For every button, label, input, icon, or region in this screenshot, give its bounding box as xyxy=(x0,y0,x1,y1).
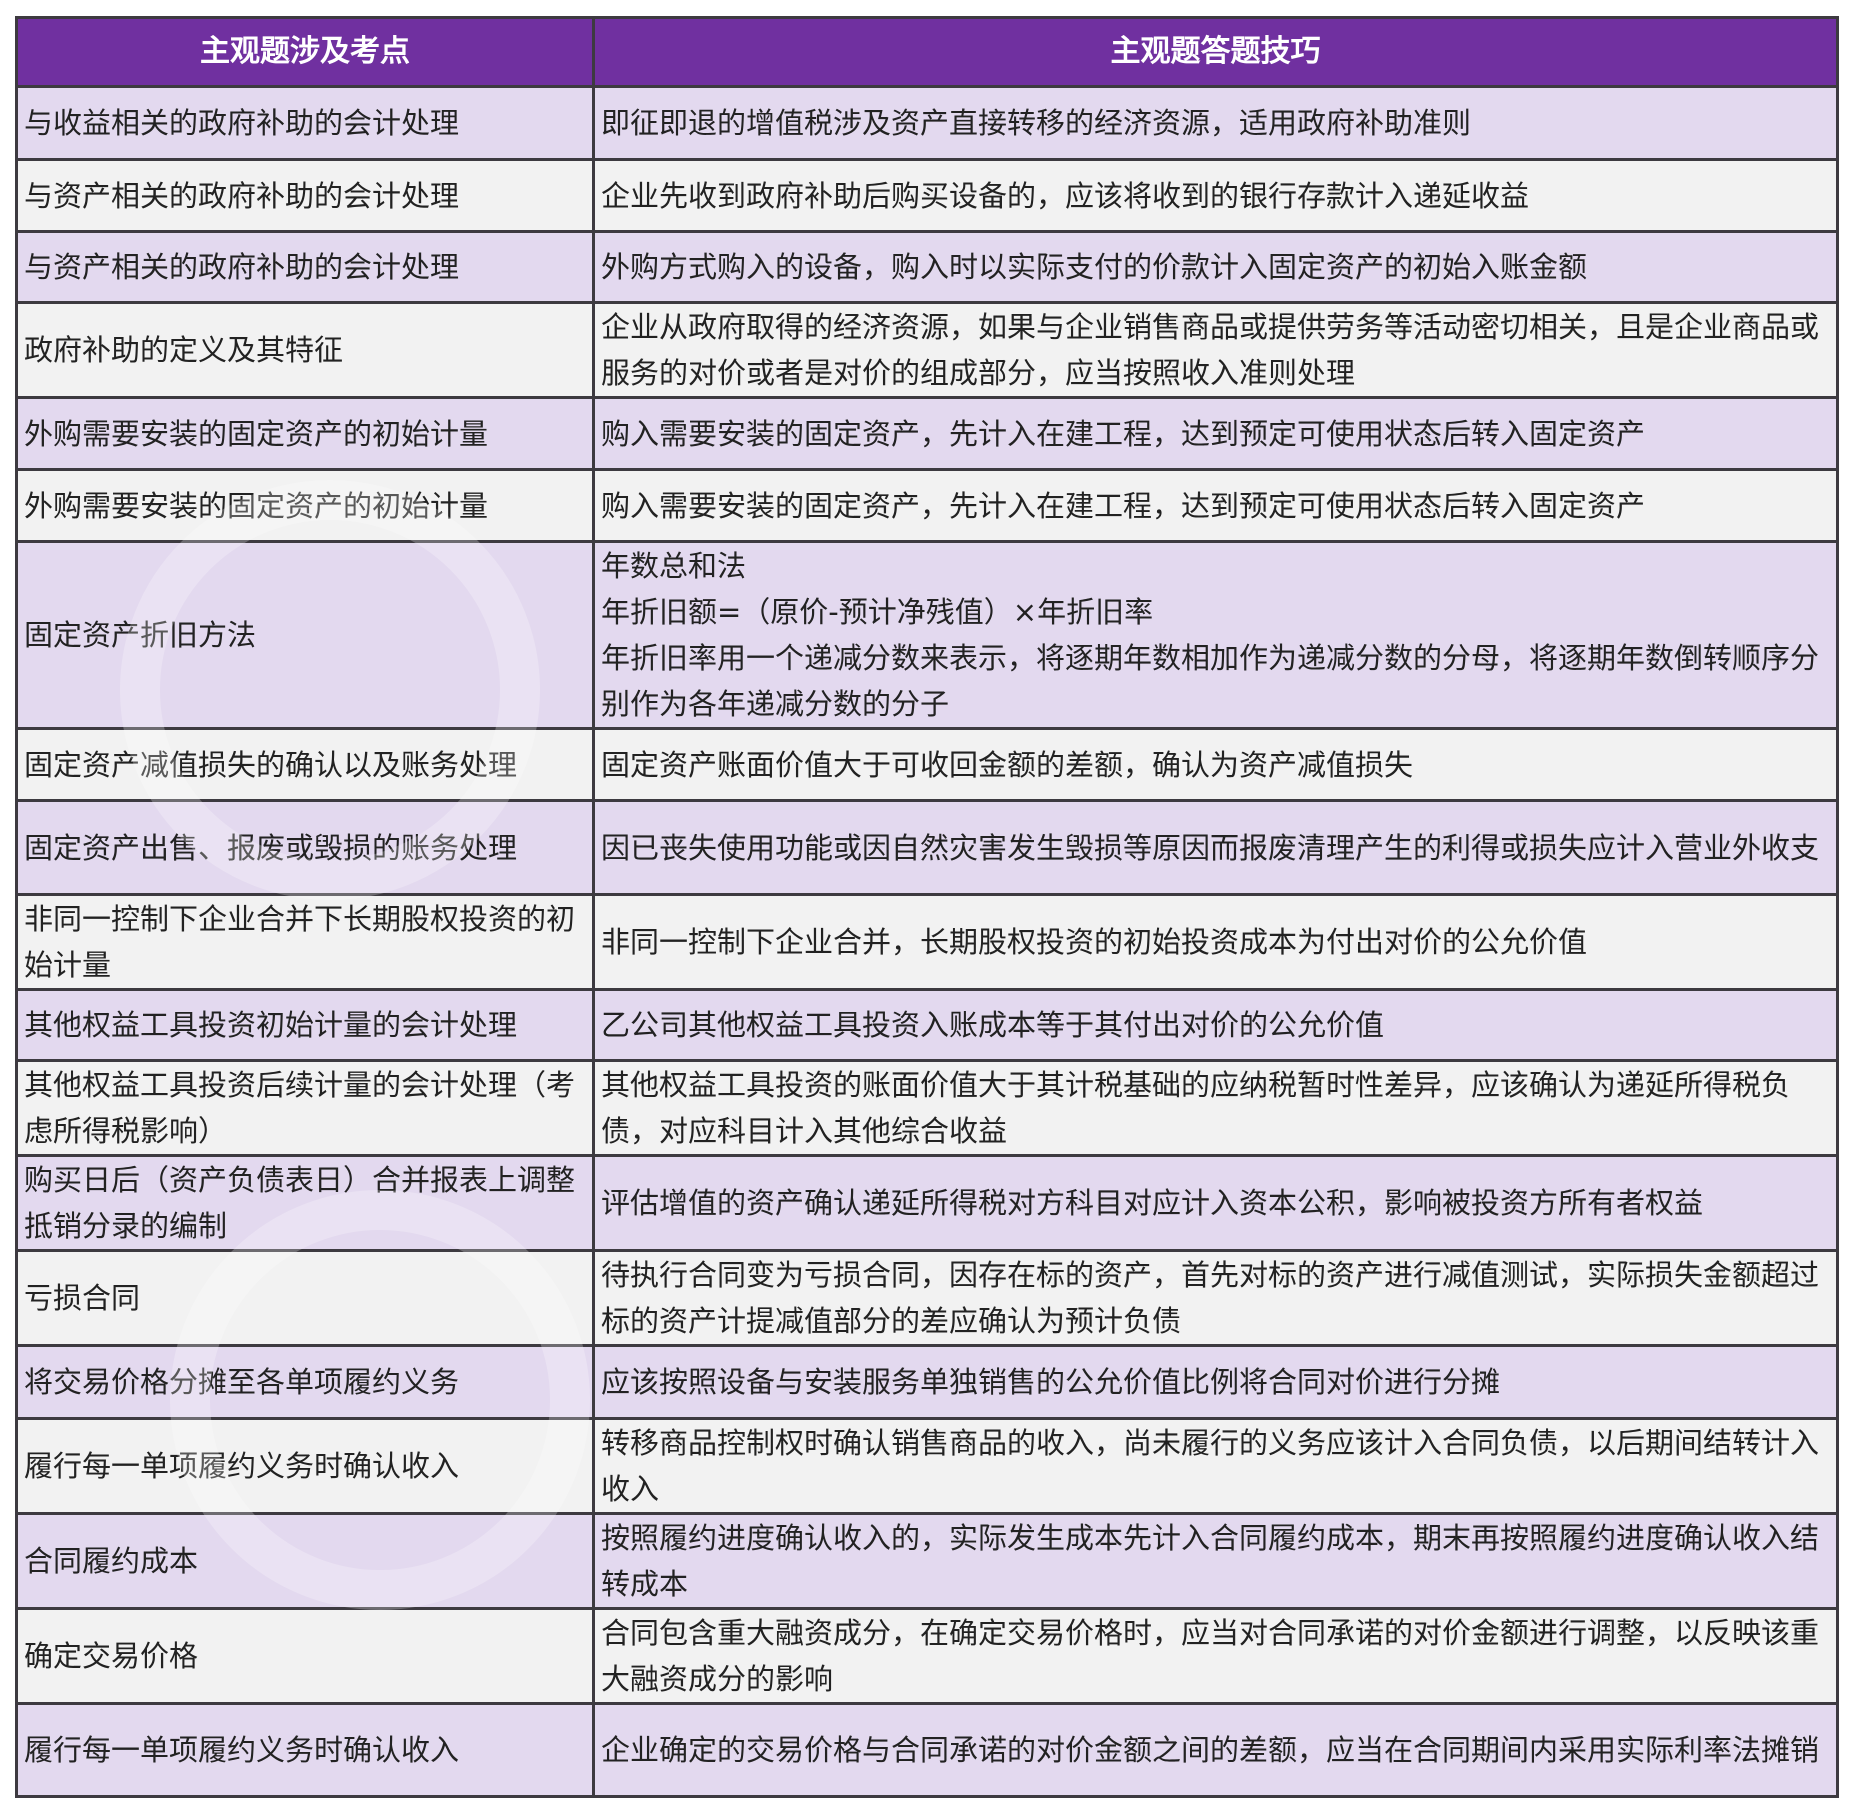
tip-paragraph: 转移商品控制权时确认销售商品的收入，尚未履行的义务应该计入合同负债，以后期间结转… xyxy=(601,1426,1820,1506)
exam-tips-table: 主观题涉及考点 主观题答题技巧 与收益相关的政府补助的会计处理 即征即退的增值税涉… xyxy=(15,16,1839,1798)
tip-cell: 因已丧失使用功能或因自然灾害发生毁损等原因而报废清理产生的利得或损失应计入营业外… xyxy=(592,799,1839,896)
table-row: 与资产相关的政府补助的会计处理 外购方式购入的设备，购入时以实际支付的价款计入固定… xyxy=(15,230,1839,304)
tip-paragraph: 即征即退的增值税涉及资产直接转移的经济资源，适用政府补助准则 xyxy=(601,106,1472,140)
table-row: 与收益相关的政府补助的会计处理 即征即退的增值税涉及资产直接转移的经济资源，适用政… xyxy=(15,85,1839,161)
topic-cell: 其他权益工具投资后续计量的会计处理（考虑所得税影响） xyxy=(15,1059,595,1157)
table-row: 亏损合同 待执行合同变为亏损合同，因存在标的资产，首先对标的资产进行减值测试，实际… xyxy=(15,1249,1839,1347)
tip-paragraph: 按照履约进度确认收入的，实际发生成本先计入合同履约成本，期末再按照履约进度确认收… xyxy=(601,1521,1820,1601)
tip-cell: 企业确定的交易价格与合同承诺的对价金额之间的差额，应当在合同期间内采用实际利率法… xyxy=(592,1702,1839,1798)
tip-cell: 转移商品控制权时确认销售商品的收入，尚未履行的义务应该计入合同负债，以后期间结转… xyxy=(592,1417,1839,1515)
tip-paragraph: 固定资产账面价值大于可收回金额的差额，确认为资产减值损失 xyxy=(601,747,1414,782)
tip-paragraph: 购入需要安装的固定资产，先计入在建工程，达到预定可使用状态后转入固定资产 xyxy=(601,488,1646,523)
topic-cell: 其他权益工具投资初始计量的会计处理 xyxy=(15,988,595,1062)
topic-cell: 与收益相关的政府补助的会计处理 xyxy=(15,85,595,161)
topic-cell: 亏损合同 xyxy=(15,1249,595,1347)
tip-cell: 购入需要安装的固定资产，先计入在建工程，达到预定可使用状态后转入固定资产 xyxy=(592,468,1839,543)
topic-cell: 非同一控制下企业合并下长期股权投资的初始计量 xyxy=(15,893,595,991)
topic-cell: 外购需要安装的固定资产的初始计量 xyxy=(15,396,595,471)
table-row: 确定交易价格 合同包含重大融资成分，在确定交易价格时，应当对合同承诺的对价金额进行… xyxy=(15,1607,1839,1705)
tip-cell: 年数总和法年折旧额=（原价-预计净残值）×年折旧率年折旧率用一个递减分数来表示，… xyxy=(592,540,1839,730)
table-row: 固定资产减值损失的确认以及账务处理 固定资产账面价值大于可收回金额的差额，确认为资… xyxy=(15,727,1839,802)
table-row: 外购需要安装的固定资产的初始计量 购入需要安装的固定资产，先计入在建工程，达到预定… xyxy=(15,396,1839,471)
tip-cell: 企业从政府取得的经济资源，如果与企业销售商品或提供劳务等活动密切相关，且是企业商… xyxy=(592,301,1839,399)
table-row: 购买日后（资产负债表日）合并报表上调整抵销分录的编制 评估增值的资产确认递延所得税… xyxy=(15,1154,1839,1252)
tip-cell: 非同一控制下企业合并，长期股权投资的初始投资成本为付出对价的公允价值 xyxy=(592,893,1839,991)
tip-paragraph: 企业从政府取得的经济资源，如果与企业销售商品或提供劳务等活动密切相关，且是企业商… xyxy=(601,310,1820,390)
table-row: 其他权益工具投资初始计量的会计处理 乙公司其他权益工具投资入账成本等于其付出对价的… xyxy=(15,988,1839,1062)
topic-cell: 固定资产减值损失的确认以及账务处理 xyxy=(15,727,595,802)
tip-cell: 固定资产账面价值大于可收回金额的差额，确认为资产减值损失 xyxy=(592,727,1839,802)
tip-cell: 按照履约进度确认收入的，实际发生成本先计入合同履约成本，期末再按照履约进度确认收… xyxy=(592,1512,1839,1610)
tip-paragraph: 年折旧率用一个递减分数来表示，将逐期年数相加作为递减分数的分母，将逐期年数倒转顺… xyxy=(601,641,1820,721)
table-row: 履行每一单项履约义务时确认收入 转移商品控制权时确认销售商品的收入，尚未履行的义务… xyxy=(15,1417,1839,1515)
tip-paragraph: 待执行合同变为亏损合同，因存在标的资产，首先对标的资产进行减值测试，实际损失金额… xyxy=(601,1258,1820,1338)
tip-paragraph: 企业先收到政府补助后购买设备的，应该将收到的银行存款计入递延收益 xyxy=(601,178,1530,213)
table-row: 合同履约成本 按照履约进度确认收入的，实际发生成本先计入合同履约成本，期末再按照履… xyxy=(15,1512,1839,1610)
table-row: 非同一控制下企业合并下长期股权投资的初始计量 非同一控制下企业合并，长期股权投资的… xyxy=(15,893,1839,991)
tip-cell: 合同包含重大融资成分，在确定交易价格时，应当对合同承诺的对价金额进行调整，以反映… xyxy=(592,1607,1839,1705)
tip-paragraph: 应该按照设备与安装服务单独销售的公允价值比例将合同对价进行分摊 xyxy=(601,1365,1501,1399)
topic-cell: 与资产相关的政府补助的会计处理 xyxy=(15,230,595,304)
table-row: 履行每一单项履约义务时确认收入 企业确定的交易价格与合同承诺的对价金额之间的差额，… xyxy=(15,1702,1839,1798)
tip-paragraph: 外购方式购入的设备，购入时以实际支付的价款计入固定资产的初始入账金额 xyxy=(601,250,1588,284)
tip-cell: 待执行合同变为亏损合同，因存在标的资产，首先对标的资产进行减值测试，实际损失金额… xyxy=(592,1249,1839,1347)
tip-paragraph: 购入需要安装的固定资产，先计入在建工程，达到预定可使用状态后转入固定资产 xyxy=(601,416,1646,451)
topic-cell: 外购需要安装的固定资产的初始计量 xyxy=(15,468,595,543)
table-row: 将交易价格分摊至各单项履约义务 应该按照设备与安装服务单独销售的公允价值比例将合同… xyxy=(15,1344,1839,1420)
topic-cell: 履行每一单项履约义务时确认收入 xyxy=(15,1417,595,1515)
tip-cell: 应该按照设备与安装服务单独销售的公允价值比例将合同对价进行分摊 xyxy=(592,1344,1839,1420)
tip-paragraph: 乙公司其他权益工具投资入账成本等于其付出对价的公允价值 xyxy=(601,1008,1385,1042)
table-body: 与收益相关的政府补助的会计处理 即征即退的增值税涉及资产直接转移的经济资源，适用政… xyxy=(15,85,1839,1798)
table-row: 固定资产出售、报废或毁损的账务处理 因已丧失使用功能或因自然灾害发生毁损等原因而报… xyxy=(15,799,1839,896)
topic-cell: 确定交易价格 xyxy=(15,1607,595,1705)
table-row: 与资产相关的政府补助的会计处理 企业先收到政府补助后购买设备的，应该将收到的银行存… xyxy=(15,158,1839,233)
topic-cell: 将交易价格分摊至各单项履约义务 xyxy=(15,1344,595,1420)
tip-paragraph: 非同一控制下企业合并，长期股权投资的初始投资成本为付出对价的公允价值 xyxy=(601,925,1588,959)
tip-cell: 企业先收到政府补助后购买设备的，应该将收到的银行存款计入递延收益 xyxy=(592,158,1839,233)
tip-paragraph: 评估增值的资产确认递延所得税对方科目对应计入资本公积，影响被投资方所有者权益 xyxy=(601,1186,1704,1220)
table-header-row: 主观题涉及考点 主观题答题技巧 xyxy=(15,16,1839,88)
topic-cell: 与资产相关的政府补助的会计处理 xyxy=(15,158,595,233)
topic-cell: 合同履约成本 xyxy=(15,1512,595,1610)
table-row: 政府补助的定义及其特征 企业从政府取得的经济资源，如果与企业销售商品或提供劳务等活… xyxy=(15,301,1839,399)
topic-cell: 购买日后（资产负债表日）合并报表上调整抵销分录的编制 xyxy=(15,1154,595,1252)
table-row: 外购需要安装的固定资产的初始计量 购入需要安装的固定资产，先计入在建工程，达到预定… xyxy=(15,468,1839,543)
topic-cell: 固定资产出售、报废或毁损的账务处理 xyxy=(15,799,595,896)
table-row: 固定资产折旧方法 年数总和法年折旧额=（原价-预计净残值）×年折旧率年折旧率用一个… xyxy=(15,540,1839,730)
tip-paragraph: 合同包含重大融资成分，在确定交易价格时，应当对合同承诺的对价金额进行调整，以反映… xyxy=(601,1616,1820,1696)
topic-cell: 政府补助的定义及其特征 xyxy=(15,301,595,399)
tip-cell: 评估增值的资产确认递延所得税对方科目对应计入资本公积，影响被投资方所有者权益 xyxy=(592,1154,1839,1252)
tip-paragraph: 年数总和法 xyxy=(601,549,747,583)
tip-cell: 即征即退的增值税涉及资产直接转移的经济资源，适用政府补助准则 xyxy=(592,85,1839,161)
tip-paragraph: 企业确定的交易价格与合同承诺的对价金额之间的差额，应当在合同期间内采用实际利率法… xyxy=(601,1733,1820,1767)
header-topic: 主观题涉及考点 xyxy=(15,16,595,88)
topic-cell: 履行每一单项履约义务时确认收入 xyxy=(15,1702,595,1798)
tip-cell: 乙公司其他权益工具投资入账成本等于其付出对价的公允价值 xyxy=(592,988,1839,1062)
tip-paragraph: 年折旧额=（原价-预计净残值）×年折旧率 xyxy=(601,595,1154,629)
topic-cell: 固定资产折旧方法 xyxy=(15,540,595,730)
header-tips: 主观题答题技巧 xyxy=(592,16,1839,88)
tip-cell: 外购方式购入的设备，购入时以实际支付的价款计入固定资产的初始入账金额 xyxy=(592,230,1839,304)
tip-cell: 购入需要安装的固定资产，先计入在建工程，达到预定可使用状态后转入固定资产 xyxy=(592,396,1839,471)
tip-paragraph: 其他权益工具投资的账面价值大于其计税基础的应纳税暂时性差异，应该确认为递延所得税… xyxy=(601,1068,1791,1148)
table-row: 其他权益工具投资后续计量的会计处理（考虑所得税影响） 其他权益工具投资的账面价值大… xyxy=(15,1059,1839,1157)
tip-paragraph: 因已丧失使用功能或因自然灾害发生毁损等原因而报废清理产生的利得或损失应计入营业外… xyxy=(601,830,1820,865)
tip-cell: 其他权益工具投资的账面价值大于其计税基础的应纳税暂时性差异，应该确认为递延所得税… xyxy=(592,1059,1839,1157)
